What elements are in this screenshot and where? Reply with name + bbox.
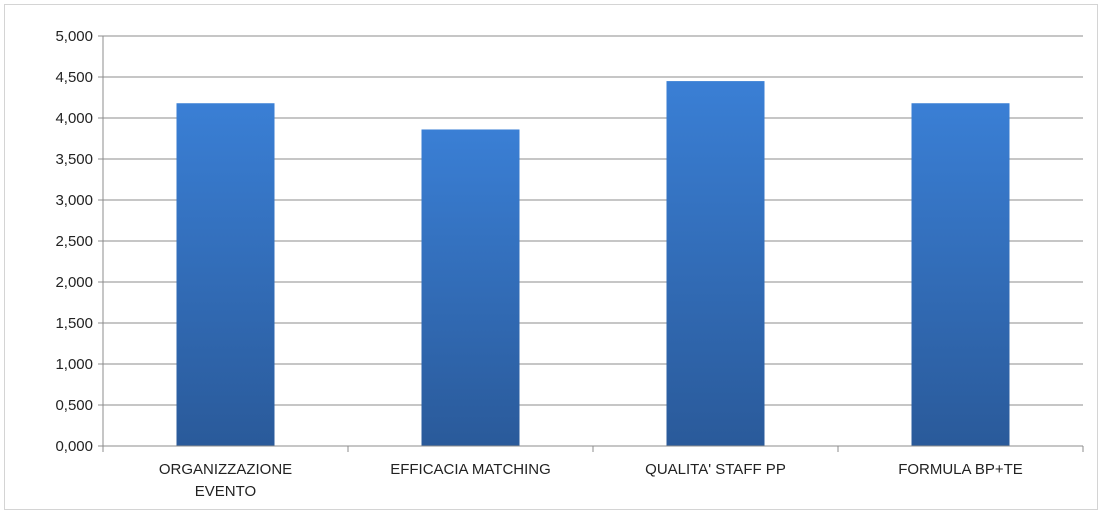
- bar-3: [911, 103, 1010, 447]
- y-tick-label-9: 4,500: [55, 69, 93, 86]
- y-tick-label-10: 5,000: [55, 28, 93, 45]
- y-tick-label-1: 0,500: [55, 397, 93, 414]
- bar-2: [666, 81, 765, 446]
- category-label-2-line-0: QUALITA' STAFF PP: [645, 461, 786, 478]
- bar-1: [421, 129, 520, 447]
- y-tick-label-0: 0,000: [55, 438, 93, 455]
- y-tick-labels: 0,000 0,500 1,000 1,500 2,000 2,500 3,000 3,500…: [55, 28, 93, 455]
- y-tick-label-8: 4,000: [55, 110, 93, 127]
- y-tick-label-2: 1,000: [55, 356, 93, 373]
- x-category-labels: ORGANIZZAZIONE EVENTO EFFICACIA MATCHING QU…: [159, 461, 1023, 500]
- category-label-1-line-0: EFFICACIA MATCHING: [390, 461, 551, 478]
- y-tick-label-4: 2,000: [55, 274, 93, 291]
- bar-0: [176, 103, 275, 447]
- y-tick-label-7: 3,500: [55, 151, 93, 168]
- y-tick-label-3: 1,500: [55, 315, 93, 332]
- category-label-0-line-1: EVENTO: [195, 483, 256, 500]
- y-tick-label-6: 3,000: [55, 192, 93, 209]
- axes: [98, 35, 1084, 452]
- category-label-3-line-0: FORMULA BP+TE: [898, 461, 1023, 478]
- bars: [176, 81, 1010, 447]
- y-tick-label-5: 2,500: [55, 233, 93, 250]
- category-label-0-line-0: ORGANIZZAZIONE: [159, 461, 292, 478]
